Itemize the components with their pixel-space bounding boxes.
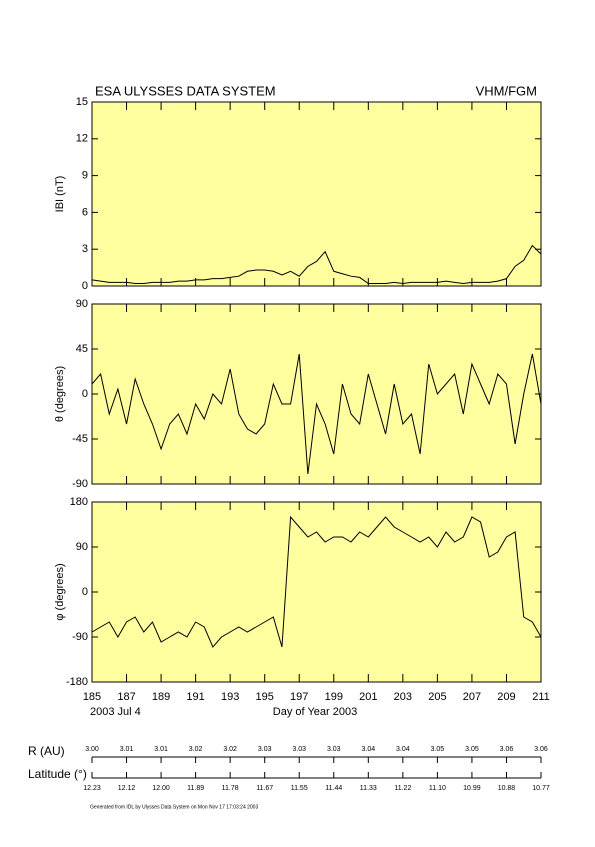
date-label: 2003 Jul 4 — [90, 706, 141, 718]
y-axis-label: IBI (nT) — [54, 176, 66, 213]
r-value: 3.04 — [396, 746, 410, 753]
data-line — [91, 244, 542, 285]
y-tick-label: 9 — [82, 170, 88, 182]
y-tick-label: 90 — [76, 541, 88, 553]
r-value: 3.06 — [534, 746, 548, 753]
footer: Generated from IDL by Ulysses Data Syste… — [90, 804, 258, 810]
lat-value: 10.77 — [532, 785, 550, 792]
r-label: R (AU) — [28, 744, 65, 758]
lat-value: 11.33 — [360, 785, 377, 792]
lat-value: 12.12 — [118, 785, 136, 792]
x-axis-label: Day of Year 2003 — [273, 706, 357, 718]
panel — [91, 101, 542, 287]
instrument: VHM/FGM — [476, 83, 537, 98]
y-tick-label: 180 — [70, 496, 88, 508]
title: ESA ULYSSES DATA SYSTEM — [95, 83, 276, 98]
y-tick-label: -180 — [66, 676, 88, 688]
lat-value: 11.10 — [429, 785, 446, 792]
y-tick-label: 6 — [82, 206, 88, 218]
lat-value: 11.89 — [187, 785, 204, 792]
lat-value: 10.88 — [498, 785, 516, 792]
x-tick-label: 195 — [256, 691, 274, 703]
x-tick-label: 197 — [290, 691, 308, 703]
x-tick-label: 203 — [394, 691, 412, 703]
r-value: 3.02 — [189, 746, 203, 753]
x-tick-label: 211 — [532, 691, 550, 703]
r-value: 3.02 — [223, 746, 237, 753]
lat-value: 11.78 — [222, 785, 239, 792]
y-tick-label: 90 — [76, 298, 88, 310]
lat-value: 12.00 — [152, 785, 170, 792]
x-tick-label: 187 — [117, 691, 135, 703]
x-tick-label: 189 — [152, 691, 170, 703]
lat-value: 11.67 — [256, 785, 273, 792]
data-line — [91, 353, 542, 475]
y-tick-label: 12 — [76, 133, 88, 145]
r-value: 3.00 — [85, 746, 99, 753]
y-tick-label: -90 — [72, 631, 88, 643]
lat-value: 12.23 — [83, 785, 101, 792]
r-value: 3.03 — [258, 746, 272, 753]
lat-value: 11.22 — [394, 785, 411, 792]
r-value: 3.04 — [361, 746, 375, 753]
lat-label: Latitude (°) — [28, 767, 87, 781]
x-tick-label: 193 — [221, 691, 239, 703]
r-value: 3.03 — [327, 746, 341, 753]
panel — [91, 303, 542, 485]
y-tick-label: -90 — [72, 478, 88, 490]
y-tick-label: -45 — [72, 433, 88, 445]
y-tick-label: 45 — [76, 343, 88, 355]
y-tick-label: 0 — [82, 586, 88, 598]
x-tick-label: 201 — [359, 691, 377, 703]
lat-value: 11.44 — [325, 785, 342, 792]
y-axis-label: φ (degrees) — [54, 563, 66, 620]
x-tick-label: 209 — [497, 691, 515, 703]
r-value: 3.01 — [120, 746, 134, 753]
lat-value: 11.55 — [291, 785, 308, 792]
x-tick-label: 185 — [83, 691, 101, 703]
r-value: 3.03 — [292, 746, 306, 753]
data-line — [91, 515, 542, 648]
y-tick-label: 0 — [82, 388, 88, 400]
lat-value: 10.99 — [463, 785, 481, 792]
x-tick-label: 191 — [186, 691, 204, 703]
y-tick-label: 0 — [82, 280, 88, 292]
panel — [91, 501, 542, 683]
r-value: 3.05 — [465, 746, 479, 753]
x-tick-label: 205 — [428, 691, 446, 703]
y-tick-label: 3 — [82, 243, 88, 255]
r-value: 3.05 — [431, 746, 445, 753]
x-tick-label: 207 — [463, 691, 481, 703]
y-axis-label: θ (degrees) — [54, 366, 66, 422]
r-value: 3.06 — [500, 746, 514, 753]
r-value: 3.01 — [154, 746, 168, 753]
y-tick-label: 15 — [76, 96, 88, 108]
x-tick-label: 199 — [325, 691, 343, 703]
